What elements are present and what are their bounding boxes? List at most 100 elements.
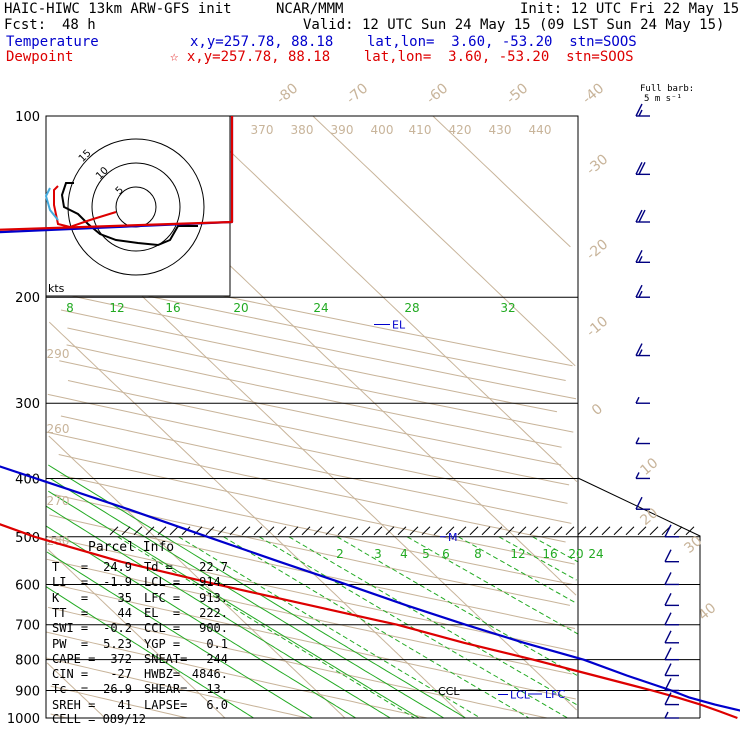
mixing-ratio-label: 4 bbox=[400, 547, 408, 561]
theta-label: 290 bbox=[47, 347, 70, 361]
lcl-marker-label: LCL bbox=[510, 688, 531, 701]
parcel-info-cell: 22.7 bbox=[199, 560, 228, 574]
hodograph-trace-surface bbox=[44, 187, 59, 221]
parcel-info-cell: LCL = bbox=[144, 575, 181, 590]
theta-label: 420 bbox=[449, 123, 472, 137]
hatch-mark bbox=[229, 526, 239, 536]
hatch-mark bbox=[241, 526, 251, 536]
parcel-info-cell: HWBZ= bbox=[144, 667, 181, 682]
mixing-ratio-line bbox=[46, 505, 391, 719]
wind-barb bbox=[664, 678, 679, 692]
barb-title: Full barb: bbox=[640, 84, 695, 94]
mixing-ratio-line bbox=[288, 536, 577, 706]
wind-barb-column bbox=[635, 103, 679, 719]
wind-barb bbox=[664, 711, 679, 719]
isotherm-line bbox=[312, 115, 576, 367]
mixing-ratio-label: 20 bbox=[233, 301, 248, 315]
parcel-info-cell: 372 bbox=[110, 651, 132, 666]
wind-barb-flag bbox=[635, 496, 643, 510]
dry-adiabat-line bbox=[45, 657, 308, 719]
plot-outline-lower bbox=[577, 477, 701, 718]
wind-barb-flag bbox=[664, 612, 672, 626]
hodograph-ring bbox=[67, 138, 205, 276]
org-title: NCAR/MMM bbox=[276, 1, 344, 17]
mixing-ratio-line bbox=[46, 551, 313, 719]
hatch-mark bbox=[301, 526, 311, 536]
wind-barb bbox=[635, 437, 650, 445]
lfc-label: LFC bbox=[545, 688, 565, 701]
temperature-legend: Temperature bbox=[6, 34, 99, 50]
mixing-ratio-label: 5 bbox=[422, 547, 430, 561]
isotherm-label: -50 bbox=[504, 80, 532, 107]
dewpoint-legend: Dewpoint bbox=[6, 49, 74, 65]
sounding-profiles bbox=[0, 116, 740, 720]
parcel-info-cell: 4846. bbox=[191, 667, 228, 682]
parcel-info-cell: K = bbox=[52, 590, 89, 605]
hatch-mark bbox=[277, 526, 287, 536]
pressure-tick-label: 700 bbox=[15, 619, 40, 634]
dry-adiabat-line bbox=[60, 415, 572, 524]
hatch-mark bbox=[385, 526, 395, 536]
mixing-ratio-label: 16 bbox=[542, 547, 557, 561]
dewpoint-profile bbox=[0, 116, 738, 720]
parcel-info-cell: SREH = bbox=[52, 697, 96, 712]
theta-label: 390 bbox=[331, 123, 354, 137]
hatch-mark bbox=[637, 526, 647, 536]
parcel-info-cell: 222. bbox=[199, 605, 228, 620]
parcel-info-cell: 0.1 bbox=[206, 636, 228, 651]
hatch-mark bbox=[157, 526, 167, 536]
dry-adiabat-line bbox=[67, 327, 574, 433]
pressure-tick-label: 600 bbox=[15, 578, 40, 593]
mixing-ratio-line bbox=[336, 536, 578, 676]
theta-label: 410 bbox=[409, 123, 432, 137]
hatch-mark bbox=[289, 526, 299, 536]
parcel-info-cell: 900. bbox=[199, 621, 228, 636]
hodograph-units: kts bbox=[48, 282, 65, 295]
hatch-mark bbox=[181, 526, 191, 536]
wind-barb bbox=[635, 249, 650, 264]
theta-label: 400 bbox=[371, 123, 394, 137]
wind-barb-half bbox=[638, 290, 643, 298]
hatch-mark bbox=[469, 526, 479, 536]
isotherm-label: -10 bbox=[584, 313, 612, 340]
dry-adiabat-line bbox=[59, 360, 562, 466]
wind-barb-flag bbox=[664, 549, 672, 563]
wind-barb bbox=[664, 612, 679, 626]
wind-barb bbox=[635, 343, 650, 357]
hatch-mark bbox=[553, 526, 563, 536]
hatch-mark bbox=[121, 526, 131, 536]
wind-barb-half bbox=[638, 255, 643, 263]
hatch-mark bbox=[673, 526, 683, 536]
isotherm-label: 40 bbox=[695, 600, 719, 624]
dry-adiabat-line bbox=[46, 290, 577, 400]
parcel-info-cell: SWI = bbox=[52, 621, 89, 636]
parcel-info-cell: TT = bbox=[52, 605, 89, 620]
wind-barb-flag bbox=[638, 209, 646, 223]
parcel-info-cell: PW = bbox=[52, 636, 89, 651]
wind-barb-flag bbox=[664, 593, 672, 606]
parcel-info-cell: 35 bbox=[117, 590, 132, 605]
parcel-info-cell: CAPE = bbox=[52, 651, 96, 666]
hatch-mark bbox=[361, 526, 371, 536]
dry-adiabat-line bbox=[47, 393, 568, 504]
temperature-profile bbox=[0, 116, 740, 712]
wind-barb-flag bbox=[664, 572, 672, 585]
hatch-mark bbox=[397, 526, 407, 536]
parcel-info-cell: 244 bbox=[206, 651, 228, 666]
parcel-info-cell: 44 bbox=[117, 605, 132, 620]
parcel-info-cell: 6.0 bbox=[206, 697, 228, 712]
parcel-info-cell: -0.2 bbox=[103, 621, 132, 636]
hatch-mark bbox=[445, 526, 455, 536]
mixing-ratio-label: 32 bbox=[500, 301, 515, 315]
wind-barb bbox=[664, 647, 679, 661]
hatch-mark bbox=[517, 526, 527, 536]
wind-barb bbox=[635, 284, 650, 298]
isotherm-label: 10 bbox=[637, 455, 661, 479]
parcel-info-cell: T = bbox=[52, 560, 89, 574]
dry-adiabat-line bbox=[53, 583, 576, 700]
hatch-mark bbox=[433, 526, 443, 536]
mixing-ratio-line bbox=[259, 536, 568, 719]
hatch-mark bbox=[325, 526, 335, 536]
mixing-ratio-line bbox=[45, 525, 357, 719]
